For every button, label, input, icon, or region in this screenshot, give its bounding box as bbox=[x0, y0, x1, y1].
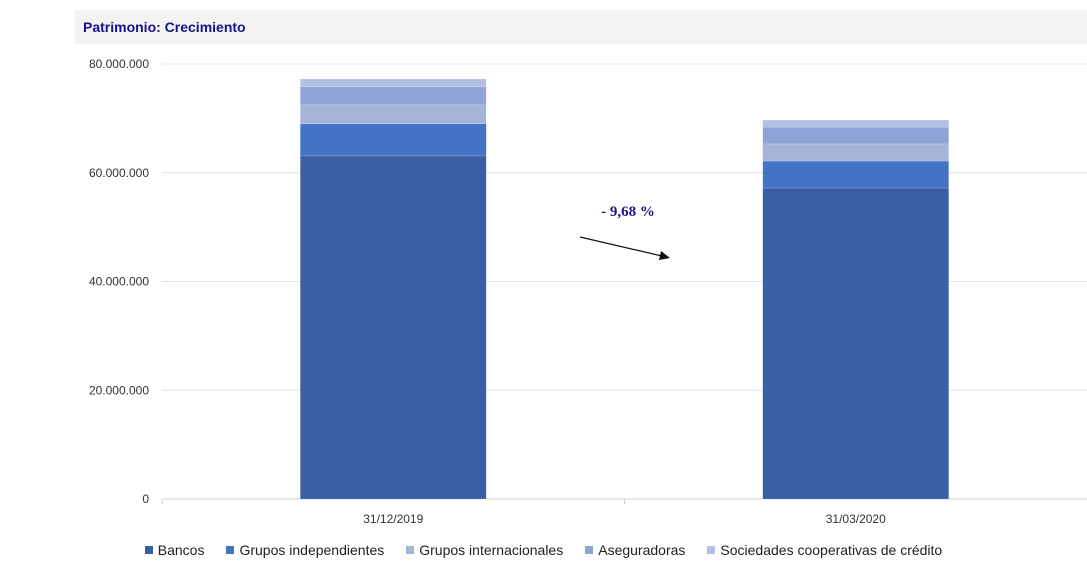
y-tick-label: 80.000.000 bbox=[89, 57, 149, 71]
legend-item: Sociedades cooperativas de crédito bbox=[707, 542, 942, 558]
bar-segment bbox=[762, 187, 949, 500]
y-tick-label: 20.000.000 bbox=[89, 383, 149, 397]
stacked-bar-chart: 0 20.000.000 40.000.000 60.000.000 80.000.00… bbox=[89, 57, 1087, 526]
legend-item: Grupos independientes bbox=[226, 542, 384, 558]
legend-label: Bancos bbox=[157, 542, 205, 558]
x-tick-label: 31/12/2019 bbox=[363, 512, 423, 526]
legend-item: Grupos internacionales bbox=[406, 542, 563, 558]
arrow-head-icon bbox=[659, 251, 670, 260]
trend-arrow-line bbox=[579, 236, 663, 257]
legend-item: Aseguradoras bbox=[585, 542, 685, 558]
legend-label: Aseguradoras bbox=[598, 542, 686, 558]
y-tick-label: 0 bbox=[142, 492, 149, 506]
bar-segment bbox=[762, 126, 949, 145]
change-annotation: - 9,68 % bbox=[601, 204, 655, 220]
y-tick-label: 60.000.000 bbox=[89, 166, 149, 180]
legend-swatch bbox=[406, 546, 415, 554]
legend-label: Sociedades cooperativas de crédito bbox=[720, 542, 943, 558]
bar-segment bbox=[762, 119, 949, 128]
legend-swatch bbox=[144, 546, 153, 554]
bar-segment bbox=[300, 86, 487, 106]
chart-title: Patrimonio: Crecimiento bbox=[83, 19, 246, 35]
legend-label: Grupos internacionales bbox=[419, 542, 564, 558]
legend-swatch bbox=[585, 546, 594, 554]
x-tick-label: 31/03/2020 bbox=[826, 512, 886, 526]
y-tick-label: 40.000.000 bbox=[89, 275, 149, 289]
legend-label: Grupos independientes bbox=[239, 542, 385, 558]
bar-segment bbox=[300, 104, 487, 125]
bar-segment bbox=[300, 123, 487, 157]
bar-segment bbox=[762, 143, 949, 162]
bar-segment bbox=[300, 78, 487, 88]
chart-header: Patrimonio: Crecimiento bbox=[75, 10, 1087, 44]
legend-swatch bbox=[226, 546, 235, 554]
legend-swatch bbox=[707, 546, 716, 554]
legend-item: Bancos bbox=[144, 542, 205, 558]
bar-segment bbox=[300, 155, 487, 500]
legend: Bancos Grupos independientes Grupos intern… bbox=[0, 542, 1087, 558]
bar-segment bbox=[762, 160, 949, 189]
